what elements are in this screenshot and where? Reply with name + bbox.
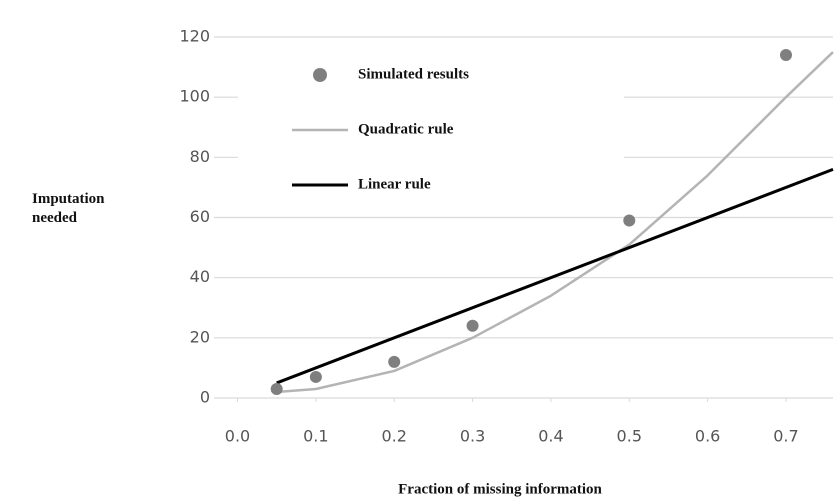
x-tick-label: 0.2: [381, 427, 406, 446]
x-tick-label: 0.5: [617, 427, 642, 446]
x-tick-label: 0.3: [460, 427, 485, 446]
series-line: [276, 51, 834, 394]
legend-label: Linear rule: [358, 176, 431, 192]
y-tick-label: 20: [190, 327, 210, 346]
y-tick-label: 0: [200, 388, 210, 407]
x-tick-label: 0.6: [695, 427, 720, 446]
y-tick-label: 120: [179, 27, 210, 46]
data-point: [270, 382, 283, 395]
data-point: [623, 214, 636, 227]
x-tick-label: 0.7: [773, 427, 798, 446]
data-point: [309, 370, 322, 383]
legend-label: Simulated results: [358, 66, 469, 82]
legend-marker: [313, 68, 327, 82]
data-point: [779, 49, 792, 62]
data-point: [388, 355, 401, 368]
legend-box: [238, 52, 624, 197]
y-tick-label: 60: [190, 207, 210, 226]
y-tick-label: 80: [190, 147, 210, 166]
x-axis-label: Fraction of missing information: [398, 481, 602, 497]
legend-label: Quadratic rule: [358, 121, 454, 137]
data-point: [466, 319, 479, 332]
y-axis-label: Imputation needed: [32, 191, 105, 226]
x-tick-label: 0.1: [303, 427, 328, 446]
y-tick-label: 100: [179, 87, 210, 106]
series-line: [276, 167, 834, 385]
y-tick-label: 40: [190, 267, 210, 286]
x-tick-label: 0.4: [538, 427, 563, 446]
x-tick-label: 0.0: [225, 427, 250, 446]
